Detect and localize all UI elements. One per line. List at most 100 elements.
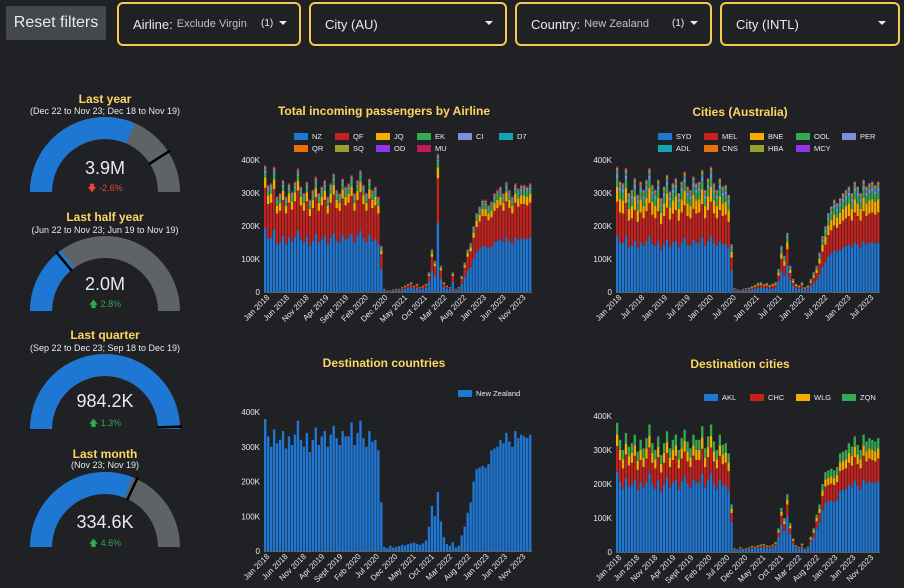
bar-segment <box>665 181 669 186</box>
airline-filter-dropdown[interactable]: Airline: Exclude Virgin (1) <box>117 2 301 46</box>
bar-segment <box>689 192 692 194</box>
bar-segment <box>856 454 859 465</box>
bar-segment <box>630 193 633 196</box>
bar-segment <box>523 204 526 239</box>
bar-segment <box>264 177 267 188</box>
bar <box>395 546 398 551</box>
bar-segment <box>692 183 695 187</box>
legend-swatch <box>376 133 390 140</box>
bar-segment <box>451 273 454 275</box>
bar-segment <box>838 224 842 250</box>
bar-segment <box>695 183 698 185</box>
bar-segment <box>680 481 683 552</box>
bar-segment <box>768 288 771 292</box>
bar-segment <box>290 201 294 210</box>
bar-segment <box>777 537 780 552</box>
reset-filters-button[interactable]: Reset filters <box>6 6 106 40</box>
bar-segment <box>329 237 332 292</box>
bar-segment <box>284 202 288 206</box>
bar-segment <box>777 272 780 276</box>
bar-segment <box>618 439 622 450</box>
bar-segment <box>718 178 721 180</box>
bar-segment <box>818 253 821 254</box>
bar-segment <box>780 249 783 254</box>
city-au-filter-dropdown[interactable]: City (AU) <box>309 2 507 46</box>
bar <box>466 512 469 552</box>
chevron-down-icon <box>279 21 287 25</box>
bar-segment <box>671 439 675 450</box>
bar-segment <box>520 195 523 205</box>
chevron-down-icon <box>690 21 698 25</box>
bar-segment <box>838 213 842 225</box>
bar-segment <box>344 239 347 292</box>
bar-segment <box>308 216 312 246</box>
bar-segment <box>654 192 657 194</box>
bar-segment <box>472 227 475 229</box>
bar-segment <box>818 512 821 523</box>
bar-segment <box>683 451 686 477</box>
bar-segment <box>774 282 777 284</box>
bar-segment <box>753 285 757 287</box>
bar-segment <box>520 204 523 239</box>
bar-segment <box>362 204 365 239</box>
bar-segment <box>639 212 642 243</box>
bar-segment <box>838 206 842 213</box>
bar-segment <box>739 290 742 292</box>
bar-segment <box>809 536 812 539</box>
bar-segment <box>794 545 798 546</box>
bar-segment <box>836 210 839 218</box>
bar-segment <box>332 180 335 186</box>
bar-segment <box>668 207 672 220</box>
bar-segment <box>692 181 695 184</box>
bar-segment <box>305 192 309 202</box>
bar-segment <box>683 182 686 191</box>
bar-segment <box>341 183 344 185</box>
bar-segment <box>665 176 669 178</box>
bar-segment <box>856 464 859 486</box>
bar-segment <box>317 196 320 198</box>
bar-segment <box>774 284 777 288</box>
bar-segment <box>783 521 786 525</box>
city-intl-filter-dropdown[interactable]: City (INTL) <box>720 2 900 46</box>
legend-label: OOL <box>814 132 830 141</box>
bar-segment <box>624 433 628 444</box>
bar-segment <box>689 457 692 467</box>
gauge-value: 334.6K <box>76 512 134 532</box>
bar-segment <box>275 205 279 214</box>
bar-segment <box>317 210 320 243</box>
bar-segment <box>302 198 306 203</box>
bar-segment <box>377 200 380 203</box>
legend-swatch <box>294 133 308 140</box>
bar-segment <box>671 449 675 460</box>
bar-segment <box>786 504 789 517</box>
bar-segment <box>689 218 692 246</box>
bar-segment <box>264 172 267 178</box>
bar-segment <box>865 190 868 193</box>
bar-segment <box>511 244 514 292</box>
bar-segment <box>314 176 317 178</box>
bar-segment <box>786 242 789 250</box>
arrow-down-icon: 🡇 <box>87 183 97 193</box>
bar-segment <box>290 193 294 195</box>
legend-label: ZQN <box>860 393 876 402</box>
bar-segment <box>668 457 672 467</box>
bar <box>445 544 449 551</box>
bar-segment <box>660 491 663 552</box>
bar-segment <box>484 200 487 201</box>
bar-segment <box>350 178 353 181</box>
bar-segment <box>648 173 651 176</box>
bar-segment <box>827 212 830 214</box>
bar-segment <box>487 220 490 249</box>
gauge-fill <box>30 354 180 430</box>
bar-segment <box>874 191 877 195</box>
country-filter-dropdown[interactable]: Country: New Zealand (1) <box>515 2 712 46</box>
bar-segment <box>777 270 780 273</box>
bar-segment <box>341 182 344 184</box>
bar-segment <box>616 446 619 472</box>
bar-segment <box>633 240 636 292</box>
bar-segment <box>633 434 636 446</box>
bar-segment <box>463 264 466 266</box>
bar-segment <box>371 192 374 194</box>
bar-segment <box>481 199 484 201</box>
bar-segment <box>794 545 798 547</box>
